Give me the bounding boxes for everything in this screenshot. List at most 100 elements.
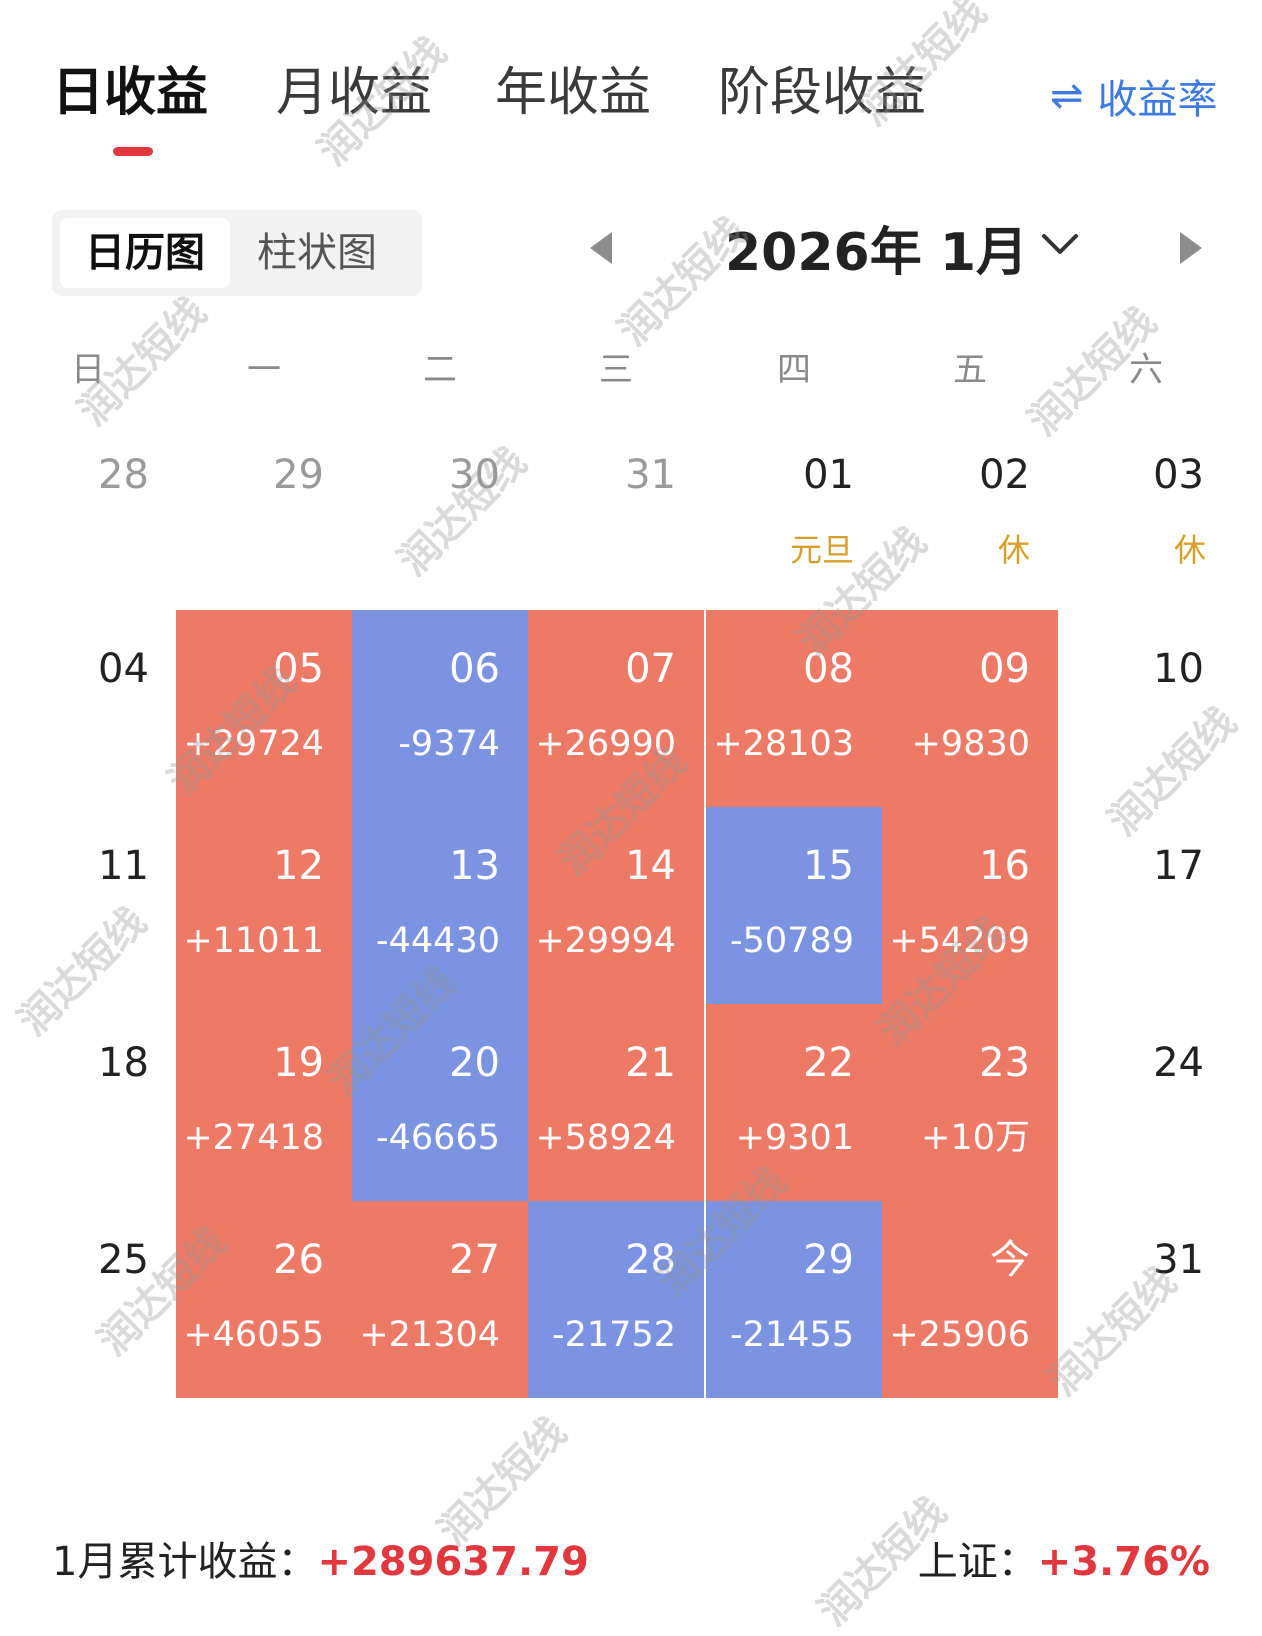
calendar-day-cell[interactable]: 31 xyxy=(528,440,704,610)
calendar-day-cell[interactable]: 08 +28103 xyxy=(706,610,882,807)
tab-daily-profit[interactable]: 日收益 xyxy=(52,63,209,123)
weekday-label: 日 xyxy=(71,350,105,390)
day-profit: +11011 xyxy=(183,921,324,961)
holiday-label: 休 xyxy=(1173,531,1206,569)
calendar-day-cell[interactable]: 13 -44430 xyxy=(352,807,528,1004)
calendar-day-cell[interactable]: 18 xyxy=(0,1004,176,1201)
holiday-label: 休 xyxy=(997,531,1030,569)
day-profit: +58924 xyxy=(535,1118,676,1158)
day-profit: +46055 xyxy=(183,1315,324,1355)
day-number: 30 xyxy=(449,452,500,498)
calendar-day-cell[interactable]: 15 -50789 xyxy=(706,807,882,1004)
calendar-day-cell[interactable]: 23 +10万 xyxy=(882,1004,1058,1201)
day-number: 09 xyxy=(979,646,1030,692)
calendar-day-cell[interactable]: 今 +25906 xyxy=(882,1201,1058,1398)
calendar-day-cell[interactable]: 14 +29994 xyxy=(528,807,704,1004)
day-profit: +10万 xyxy=(921,1118,1030,1158)
calendar-day-cell[interactable]: 29 xyxy=(176,440,352,610)
day-number: 18 xyxy=(98,1040,149,1086)
index-change: 上证：+3.76% xyxy=(918,1534,1210,1590)
day-profit: +28103 xyxy=(713,724,854,764)
bar-chart-view-button[interactable]: 柱状图 xyxy=(257,230,377,276)
day-number: 11 xyxy=(98,843,149,889)
calendar-day-cell[interactable]: 02 休 xyxy=(882,440,1058,610)
day-number: 26 xyxy=(273,1237,324,1283)
cumulative-profit: 1月累计收益：+289637.79 xyxy=(52,1534,589,1590)
swap-icon: ⇌ xyxy=(1050,73,1084,119)
calendar-day-cell[interactable]: 11 xyxy=(0,807,176,1004)
day-profit: -21455 xyxy=(730,1315,854,1355)
calendar-day-cell[interactable]: 29 -21455 xyxy=(706,1201,882,1398)
profit-rate-label: 收益率 xyxy=(1097,77,1218,123)
day-number: 21 xyxy=(625,1040,676,1086)
day-number: 17 xyxy=(1153,843,1204,889)
profit-rate-toggle[interactable]: ⇌ 收益率 xyxy=(1050,66,1218,126)
weekday-label: 四 xyxy=(777,350,811,390)
day-number: 12 xyxy=(273,843,324,889)
day-number: 25 xyxy=(98,1237,149,1283)
tab-period-profit[interactable]: 阶段收益 xyxy=(718,63,927,123)
day-number: 23 xyxy=(979,1040,1030,1086)
calendar-day-cell[interactable]: 03 休 xyxy=(1058,440,1234,610)
weekday-label: 二 xyxy=(423,350,457,390)
day-number: 03 xyxy=(1153,452,1204,498)
day-number: 06 xyxy=(449,646,500,692)
day-number: 10 xyxy=(1153,646,1204,692)
prev-month-icon[interactable] xyxy=(590,232,612,264)
calendar-day-cell[interactable]: 26 +46055 xyxy=(176,1201,352,1398)
day-profit: +26990 xyxy=(535,724,676,764)
day-profit: +29724 xyxy=(183,724,324,764)
calendar-view-button[interactable]: 日历图 xyxy=(60,218,230,288)
calendar-day-cell[interactable]: 12 +11011 xyxy=(176,807,352,1004)
calendar-day-cell[interactable]: 16 +54209 xyxy=(882,807,1058,1004)
calendar-day-cell[interactable]: 06 -9374 xyxy=(352,610,528,807)
weekday-label: 六 xyxy=(1129,350,1163,390)
day-number: 24 xyxy=(1153,1040,1204,1086)
tab-yearly-profit[interactable]: 年收益 xyxy=(495,63,652,123)
calendar-day-cell[interactable]: 17 xyxy=(1058,807,1234,1004)
cumulative-profit-value: +289637.79 xyxy=(317,1539,589,1585)
calendar-day-cell[interactable]: 19 +27418 xyxy=(176,1004,352,1201)
calendar-day-cell[interactable]: 22 +9301 xyxy=(706,1004,882,1201)
day-profit: +27418 xyxy=(183,1118,324,1158)
calendar-day-cell[interactable]: 20 -46665 xyxy=(352,1004,528,1201)
day-profit: +9301 xyxy=(735,1118,854,1158)
day-profit: +29994 xyxy=(535,921,676,961)
month-title[interactable]: 2026年 1月 xyxy=(725,223,1029,283)
calendar-day-cell[interactable]: 28 -21752 xyxy=(528,1201,704,1398)
index-value: +3.76% xyxy=(1037,1539,1210,1585)
day-profit: -50789 xyxy=(730,921,854,961)
calendar-day-cell[interactable]: 27 +21304 xyxy=(352,1201,528,1398)
day-number: 今 xyxy=(990,1237,1030,1283)
calendar-day-cell[interactable]: 10 xyxy=(1058,610,1234,807)
calendar-day-cell[interactable]: 25 xyxy=(0,1201,176,1398)
day-number: 13 xyxy=(449,843,500,889)
weekday-label: 五 xyxy=(953,350,987,390)
next-month-icon[interactable] xyxy=(1180,232,1202,264)
calendar-day-cell[interactable]: 01 元旦 xyxy=(706,440,882,610)
active-tab-indicator xyxy=(113,147,153,156)
day-number: 28 xyxy=(98,452,149,498)
day-number: 28 xyxy=(625,1237,676,1283)
day-number: 20 xyxy=(449,1040,500,1086)
day-profit: -44430 xyxy=(376,921,500,961)
calendar-day-cell[interactable]: 31 xyxy=(1058,1201,1234,1398)
profit-calendar: 28 29 30 31 01 元旦 02 休 03 休 04 05 +29724 06 -9374 07 +26… xyxy=(0,440,1262,1450)
day-profit: +25906 xyxy=(889,1315,1030,1355)
calendar-day-cell[interactable]: 04 xyxy=(0,610,176,807)
calendar-day-cell[interactable]: 21 +58924 xyxy=(528,1004,704,1201)
chevron-down-icon[interactable] xyxy=(1038,222,1082,266)
profit-tabs: 日收益 月收益 年收益 阶段收益 ⇌ 收益率 xyxy=(0,0,1262,170)
tab-monthly-profit[interactable]: 月收益 xyxy=(276,63,433,123)
day-number: 22 xyxy=(803,1040,854,1086)
cumulative-profit-label: 1月累计收益： xyxy=(52,1539,318,1585)
calendar-day-cell[interactable]: 07 +26990 xyxy=(528,610,704,807)
index-label: 上证： xyxy=(917,1539,1038,1585)
calendar-day-cell[interactable]: 09 +9830 xyxy=(882,610,1058,807)
calendar-day-cell[interactable]: 28 xyxy=(0,440,176,610)
day-number: 05 xyxy=(273,646,324,692)
calendar-day-cell[interactable]: 05 +29724 xyxy=(176,610,352,807)
weekday-label: 三 xyxy=(599,350,633,390)
calendar-day-cell[interactable]: 24 xyxy=(1058,1004,1234,1201)
calendar-day-cell[interactable]: 30 xyxy=(352,440,528,610)
